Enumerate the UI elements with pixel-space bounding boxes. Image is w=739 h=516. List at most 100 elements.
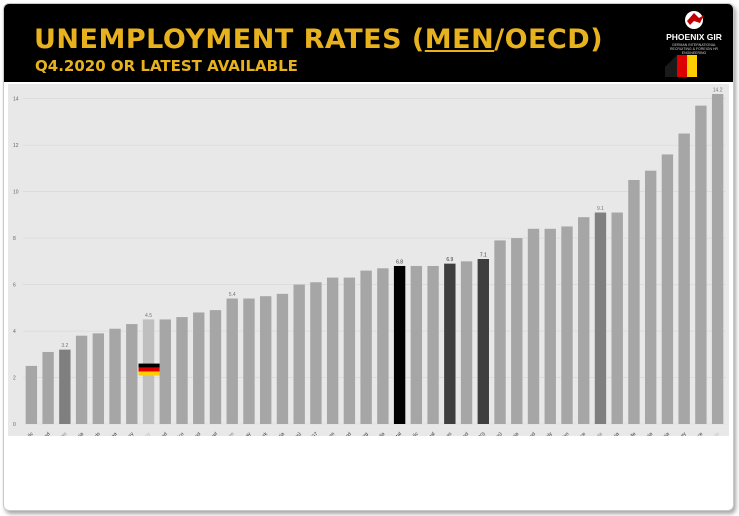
- title-prefix: UNEMPLOYMENT RATES (: [34, 24, 425, 55]
- category-label-latvia: Latvia: [607, 431, 621, 436]
- category-label-turkey: Turkey: [673, 431, 688, 436]
- data-label-united-kingdom: 5.4: [229, 292, 236, 298]
- logo-stripe-gold: [687, 55, 697, 77]
- category-label-czech-republic: Czech Republic: [8, 431, 35, 436]
- category-label-estonia: Estonia: [504, 431, 520, 436]
- bar-european-union-27-countries-2020: [477, 259, 489, 424]
- bar-turkey: [678, 133, 690, 424]
- bar-lithuania: [644, 170, 657, 424]
- bar-mexico: [176, 317, 188, 424]
- data-label-canada: 9.1: [597, 206, 604, 212]
- bar-australia: [377, 268, 389, 424]
- bar-chart: 0 2 4 6 8 10 12 14 Czech RepublicPoland 3.2 Japan…: [8, 84, 729, 436]
- category-label-spain: Spain: [708, 431, 721, 436]
- flag-black-stripe: [138, 363, 161, 368]
- category-label-israel: Israel: [206, 431, 219, 436]
- category-label-greece: Greece: [688, 431, 704, 436]
- title-highlight: MEN: [424, 24, 495, 55]
- category-label-iceland: Iceland: [337, 431, 353, 436]
- bar-korea: [109, 328, 121, 424]
- bar-belgium: [326, 277, 339, 424]
- logo-bird-shape: [687, 13, 704, 25]
- category-label-slovenia: Slovenia: [67, 431, 85, 436]
- category-label-australia: Australia: [368, 431, 386, 436]
- category-label-finland: Finland: [521, 431, 537, 436]
- flag-red-stripe: [138, 367, 161, 372]
- y-tick-label: 0: [13, 422, 16, 428]
- bar-colombia: [661, 154, 674, 424]
- category-label-france: France: [572, 431, 587, 436]
- phoenix-gir-logo: PHOENIX GIR GERMAN INTERNATIONAL RECRUIT…: [665, 9, 723, 77]
- category-label-lithuania: Lithuania: [635, 431, 654, 436]
- category-label-belgium: Belgium: [319, 431, 336, 436]
- bar-slovak-republic: [410, 265, 423, 424]
- y-tick-label: 14: [13, 97, 19, 103]
- category-label-norway: Norway: [236, 431, 253, 436]
- bar-spain: [711, 94, 724, 424]
- bar-finland: [527, 228, 540, 424]
- category-label-austria: Austria: [271, 431, 286, 436]
- bar-sweden: [561, 226, 573, 424]
- bar-layer: [25, 94, 724, 424]
- bar-latvia: [611, 212, 623, 424]
- y-tick-label: 8: [13, 236, 16, 242]
- title-suffix: /OECD): [494, 24, 604, 55]
- y-tick-label: 6: [13, 283, 16, 289]
- category-label-portugal: Portugal: [419, 431, 436, 436]
- y-tick-label: 12: [13, 143, 19, 149]
- page-subtitle: Q4.2020 OR LATEST AVAILABLE: [35, 57, 298, 75]
- category-label-poland: Poland: [36, 431, 51, 436]
- category-label-denmark: Denmark: [251, 431, 270, 436]
- bar-japan: [59, 349, 71, 424]
- y-tick-label: 4: [13, 329, 16, 335]
- bar-oecd-total: [393, 265, 406, 424]
- slide-frame: UNEMPLOYMENT RATES (MEN/OECD) Q4.2020 OR…: [3, 3, 734, 511]
- data-label-germany: 4.5: [145, 313, 152, 319]
- bar-france: [578, 217, 590, 424]
- y-tick-label: 10: [13, 190, 19, 196]
- category-label-germany: Germany: [133, 431, 152, 436]
- bar-united-kingdom: [226, 298, 238, 424]
- bar-denmark: [260, 296, 272, 424]
- category-label-g7: G7: [310, 431, 319, 436]
- bar-austria: [276, 293, 289, 424]
- bar-g7: [310, 282, 322, 424]
- data-label-japan: 3.2: [61, 343, 68, 349]
- bar-portugal: [427, 265, 439, 424]
- bar-ireland: [460, 261, 473, 424]
- grid-layer: 0 2 4 6 8 10 12 14: [13, 97, 726, 428]
- category-label-sweden: Sweden: [553, 431, 570, 436]
- bar-greece: [695, 105, 707, 424]
- bar-canada: [594, 212, 607, 424]
- bar-italy: [544, 228, 556, 424]
- logo-tagline: GERMAN INTERNATIONAL RECRUITING & FOREIG…: [669, 43, 719, 55]
- bar-united-states: [444, 263, 456, 424]
- bar-luxembourg: [360, 270, 372, 424]
- bar-iceland: [343, 277, 356, 424]
- bar-norway: [243, 298, 255, 424]
- bar-estonia: [511, 238, 523, 424]
- flag-gold-stripe: [138, 371, 161, 376]
- bar-netherlands: [92, 333, 105, 424]
- phoenix-bird-icon: [665, 11, 704, 77]
- page-title: UNEMPLOYMENT RATES (MEN/OECD): [34, 24, 603, 55]
- bar-hungary: [126, 324, 138, 424]
- category-label-hungary: Hungary: [118, 431, 136, 436]
- category-label-japan: Japan: [54, 431, 68, 436]
- category-label-canada: Canada: [587, 431, 604, 436]
- category-label-italy: Italy: [543, 431, 554, 436]
- logo-stripe-black: [665, 55, 677, 77]
- category-label-mexico: Mexico: [170, 431, 186, 436]
- bar-czech-republic: [25, 365, 38, 424]
- bar-poland: [42, 351, 54, 424]
- category-label-chile: Chile: [625, 431, 637, 436]
- category-label-colombia: Colombia: [652, 431, 671, 436]
- data-label-united-states: 6.9: [446, 257, 453, 263]
- data-label-spain: 14.2: [713, 88, 723, 94]
- category-label-korea: Korea: [105, 431, 119, 436]
- category-label-ireland: Ireland: [455, 431, 470, 436]
- logo-name: PHOENIX GIR: [666, 32, 722, 42]
- logo-stripe-red: [677, 55, 687, 77]
- bar-switzerland: [193, 312, 205, 424]
- bar-israel: [209, 310, 222, 424]
